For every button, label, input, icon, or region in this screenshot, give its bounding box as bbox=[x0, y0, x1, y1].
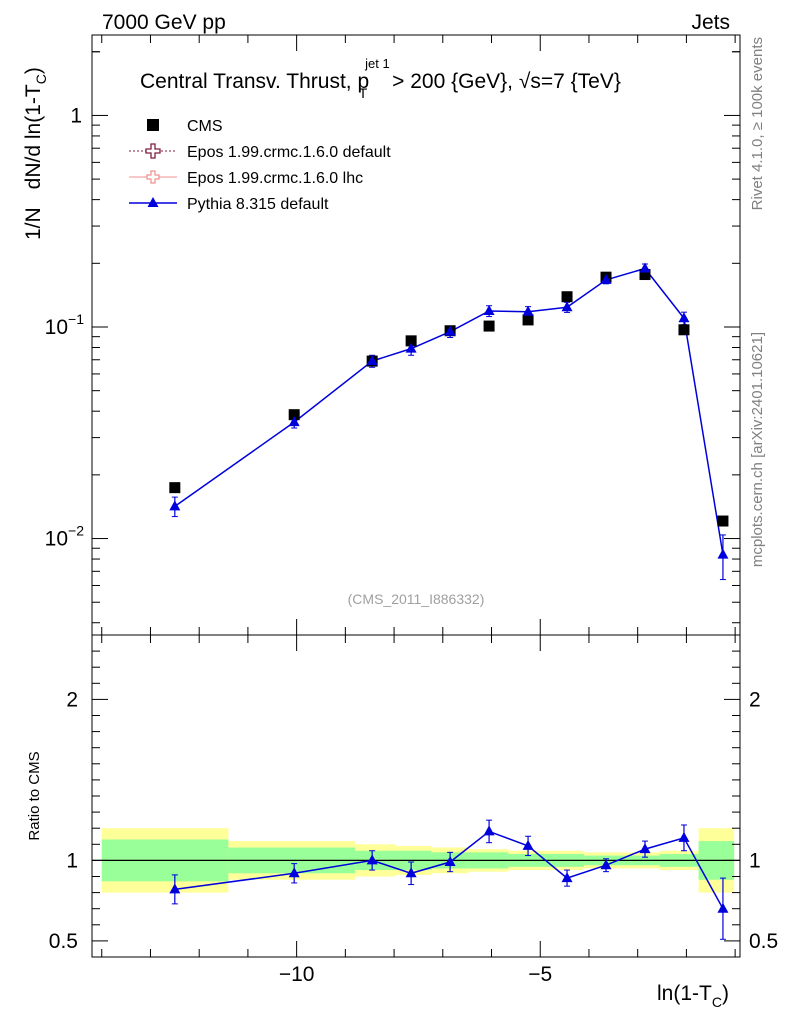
ratio-y-tick-label: 1 bbox=[66, 849, 78, 872]
legend-label: Pythia 8.315 default bbox=[187, 196, 329, 213]
y-tick-label: 10−2 bbox=[45, 523, 85, 551]
x-tick-label: −5 bbox=[528, 963, 552, 986]
x-axis-label: ln(1-TC) bbox=[657, 982, 729, 1010]
legend-marker-cms bbox=[147, 119, 159, 131]
pythia-ratio-line bbox=[174, 830, 724, 910]
pythia-point bbox=[405, 342, 417, 353]
side-label-bottom: mcplots.cern.ch [arXiv:2401.10621] bbox=[749, 332, 766, 567]
pythia-point bbox=[169, 500, 181, 511]
main-plot-marks bbox=[169, 262, 729, 581]
pythia-ratio-point bbox=[600, 859, 612, 870]
cms-data-point bbox=[483, 320, 495, 332]
legend: CMS Epos 1.99.crmc.1.6.0 default Epos 1.99… bbox=[129, 118, 391, 213]
pythia-ratio-point bbox=[717, 902, 729, 913]
pythia-point bbox=[678, 312, 690, 323]
legend-label: Epos 1.99.crmc.1.6.0 default bbox=[187, 144, 391, 161]
cms-data-point bbox=[561, 291, 573, 303]
cms-data-point bbox=[678, 324, 690, 336]
ratio-uncertainty-bands bbox=[92, 828, 740, 893]
cms-data-point bbox=[717, 515, 729, 527]
legend-marker-epos-lhc bbox=[146, 170, 160, 184]
pythia-line bbox=[174, 267, 724, 555]
pythia-ratio-point bbox=[366, 854, 378, 865]
pythia-ratio-point bbox=[405, 867, 417, 878]
ratio-y-tick-label: 2 bbox=[66, 688, 78, 711]
pythia-point bbox=[639, 262, 651, 273]
ratio-plot-frame bbox=[91, 634, 741, 958]
pythia-point bbox=[600, 273, 612, 284]
pythia-point bbox=[522, 305, 534, 316]
pythia-ratio-point bbox=[678, 831, 690, 842]
cms-data-point bbox=[639, 269, 651, 281]
analysis-watermark: (CMS_2011_I886332) bbox=[348, 591, 485, 607]
ratio-y-tick-label-right: 2 bbox=[749, 688, 761, 711]
header-right: Jets bbox=[691, 11, 730, 34]
legend-marker-epos-default bbox=[145, 143, 161, 159]
ratio-plot-marks bbox=[169, 819, 729, 940]
pythia-ratio-point bbox=[483, 825, 495, 836]
y-axis-label: 1/NdN/d ln(1-TC) bbox=[22, 67, 49, 240]
header-left: 7000 GeV pp bbox=[102, 11, 226, 34]
pythia-ratio-point bbox=[522, 839, 534, 850]
pythia-point bbox=[717, 548, 729, 559]
legend-marker-pythia bbox=[147, 197, 159, 207]
pythia-point bbox=[561, 301, 573, 312]
legend-label: CMS bbox=[187, 118, 223, 135]
ratio-y-tick-label: 0.5 bbox=[49, 930, 78, 953]
side-label-top: Rivet 4.1.0, ≥ 100k events bbox=[749, 37, 766, 210]
pythia-point bbox=[366, 355, 378, 366]
axis-ticks: −10 −5 1 10−1 10−2 0.5 0.5 1 1 2 2 bbox=[45, 35, 778, 986]
ratio-y-tick-label-right: 1 bbox=[749, 849, 761, 872]
x-tick-label: −10 bbox=[279, 963, 315, 986]
pythia-point bbox=[444, 325, 456, 336]
pythia-point bbox=[288, 416, 300, 427]
pythia-ratio-point bbox=[288, 867, 300, 878]
y-tick-label: 10−1 bbox=[45, 311, 85, 339]
ratio-y-label: Ratio to CMS bbox=[26, 751, 43, 840]
pythia-ratio-point bbox=[639, 843, 651, 854]
svg-text:1/NdN/d ln(1-TC): 1/NdN/d ln(1-TC) bbox=[22, 67, 49, 240]
pythia-point bbox=[483, 305, 495, 316]
ratio-y-tick-label-right: 0.5 bbox=[749, 930, 778, 953]
cms-data-point bbox=[405, 335, 417, 347]
cms-data-point bbox=[288, 409, 300, 421]
pythia-ratio-point bbox=[444, 856, 456, 867]
cms-data-point bbox=[169, 482, 181, 494]
cms-data-point bbox=[522, 314, 534, 326]
pythia-ratio-point bbox=[169, 883, 181, 894]
pythia-ratio-point bbox=[561, 872, 573, 883]
y-tick-label: 1 bbox=[70, 104, 82, 127]
legend-label: Epos 1.99.crmc.1.6.0 lhc bbox=[187, 170, 363, 187]
